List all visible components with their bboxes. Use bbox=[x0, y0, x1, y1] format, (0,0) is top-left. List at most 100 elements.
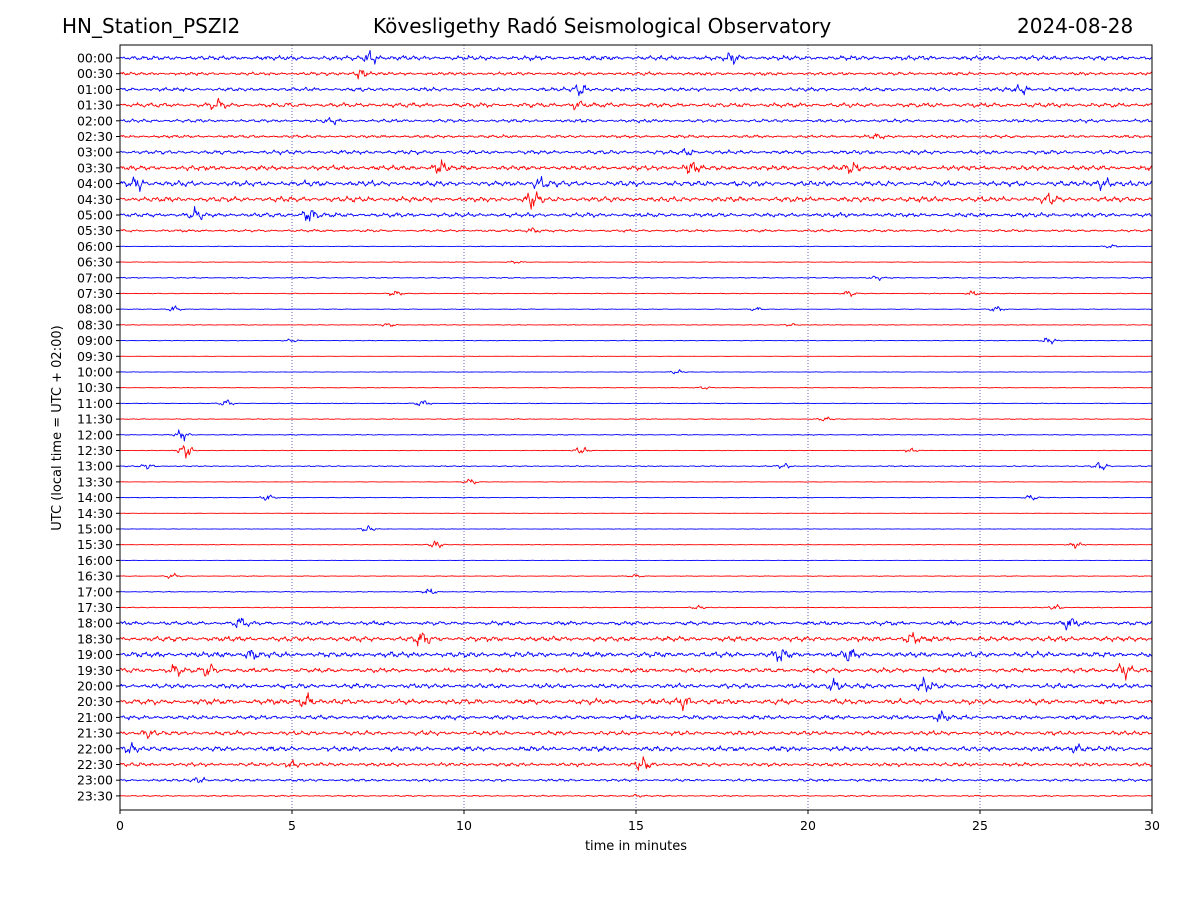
y-tick-label: 21:30 bbox=[77, 726, 113, 741]
trace-1630 bbox=[119, 572, 1153, 579]
y-tick-label: 07:30 bbox=[77, 286, 113, 301]
trace-2130 bbox=[119, 729, 1153, 740]
y-tick-label: 11:30 bbox=[77, 412, 113, 427]
trace-0600 bbox=[119, 244, 1153, 249]
y-tick-label: 08:30 bbox=[77, 317, 113, 332]
trace-1230 bbox=[119, 445, 1153, 459]
plot-frame bbox=[119, 44, 1153, 811]
y-tick-label: 04:30 bbox=[77, 192, 113, 207]
trace-2330 bbox=[119, 793, 1153, 798]
trace-2300 bbox=[119, 776, 1153, 783]
trace-0700 bbox=[119, 275, 1153, 281]
trace-1200 bbox=[119, 429, 1153, 442]
y-tick-label: 00:30 bbox=[77, 66, 113, 81]
trace-1400 bbox=[119, 494, 1153, 501]
trace-2000 bbox=[119, 676, 1153, 693]
trace-0000 bbox=[119, 49, 1153, 65]
y-tick-label: 18:00 bbox=[77, 616, 113, 631]
y-tick-label: 20:00 bbox=[77, 679, 113, 694]
x-tick-label: 15 bbox=[628, 818, 644, 833]
y-tick-label: 01:00 bbox=[77, 82, 113, 97]
y-tick-label: 19:00 bbox=[77, 647, 113, 662]
x-axis-label: time in minutes bbox=[585, 839, 687, 854]
trace-1000 bbox=[119, 369, 1153, 375]
y-tick-label: 14:30 bbox=[77, 506, 113, 521]
y-tick-label: 05:00 bbox=[77, 208, 113, 223]
trace-0130 bbox=[119, 97, 1153, 111]
y-tick-label: 10:00 bbox=[77, 365, 113, 380]
y-tick-label: 23:00 bbox=[77, 773, 113, 788]
y-tick-label: 06:30 bbox=[77, 255, 113, 270]
seismic-traces bbox=[119, 49, 1153, 798]
x-tick-label: 5 bbox=[288, 818, 296, 833]
y-tick-label: 12:00 bbox=[77, 427, 113, 442]
y-tick-label: 10:30 bbox=[77, 380, 113, 395]
trace-0230 bbox=[119, 133, 1153, 140]
y-tick-label: 17:00 bbox=[77, 584, 113, 599]
trace-1900 bbox=[119, 648, 1153, 662]
x-tick-label: 10 bbox=[456, 818, 472, 833]
trace-2100 bbox=[119, 710, 1153, 723]
plot-background bbox=[120, 45, 1152, 810]
y-tick-label: 03:00 bbox=[77, 145, 113, 160]
trace-0830 bbox=[119, 323, 1153, 327]
x-tick-label: 20 bbox=[800, 818, 816, 833]
trace-0900 bbox=[119, 337, 1153, 345]
y-tick-label: 03:30 bbox=[77, 160, 113, 175]
y-tick-label: 20:30 bbox=[77, 694, 113, 709]
trace-1300 bbox=[119, 462, 1153, 471]
trace-1730 bbox=[119, 604, 1153, 610]
y-tick-label: 09:30 bbox=[77, 349, 113, 364]
trace-1830 bbox=[119, 631, 1153, 647]
trace-0730 bbox=[119, 290, 1153, 297]
y-tick-label: 02:30 bbox=[77, 129, 113, 144]
trace-0800 bbox=[119, 305, 1153, 312]
y-tick-label: 06:00 bbox=[77, 239, 113, 254]
y-tick-label: 22:00 bbox=[77, 741, 113, 756]
chart-date: 2024-08-28 bbox=[1017, 14, 1134, 38]
x-axis-ticks: 0 5 10 15 20 25 30 bbox=[116, 810, 1160, 833]
trace-0500 bbox=[119, 206, 1153, 222]
trace-0630 bbox=[119, 260, 1153, 264]
trace-2200 bbox=[119, 741, 1153, 754]
y-axis-ticks: 00:0000:3001:0001:3002:0002:3003:0003:30… bbox=[77, 51, 120, 803]
trace-1130 bbox=[119, 416, 1153, 422]
trace-0430 bbox=[119, 191, 1153, 210]
y-tick-label: 16:00 bbox=[77, 553, 113, 568]
y-tick-label: 00:00 bbox=[77, 51, 113, 66]
station-name: HN_Station_PSZI2 bbox=[62, 14, 241, 38]
y-tick-label: 21:00 bbox=[77, 710, 113, 725]
trace-0300 bbox=[119, 147, 1153, 156]
trace-1500 bbox=[119, 525, 1153, 532]
x-tick-label: 25 bbox=[972, 818, 988, 833]
y-tick-label: 09:00 bbox=[77, 333, 113, 348]
y-axis-label: UTC (local time = UTC + 02:00) bbox=[50, 325, 65, 530]
y-tick-label: 23:30 bbox=[77, 788, 113, 803]
y-tick-label: 18:30 bbox=[77, 631, 113, 646]
y-tick-label: 04:00 bbox=[77, 176, 113, 191]
trace-0200 bbox=[119, 117, 1153, 126]
trace-1700 bbox=[119, 588, 1153, 594]
x-tick-label: 0 bbox=[116, 818, 124, 833]
y-tick-label: 11:00 bbox=[77, 396, 113, 411]
trace-2030 bbox=[119, 692, 1153, 712]
trace-1100 bbox=[119, 399, 1153, 407]
y-tick-label: 07:00 bbox=[77, 270, 113, 285]
trace-1800 bbox=[119, 617, 1153, 631]
y-tick-label: 01:30 bbox=[77, 98, 113, 113]
y-tick-label: 14:00 bbox=[77, 490, 113, 505]
chart-title: Kövesligethy Radó Seismological Observat… bbox=[373, 14, 832, 38]
x-tick-label: 30 bbox=[1144, 818, 1160, 833]
y-tick-label: 12:30 bbox=[77, 443, 113, 458]
trace-1530 bbox=[119, 540, 1153, 549]
trace-1330 bbox=[119, 478, 1153, 485]
trace-0400 bbox=[119, 175, 1153, 193]
y-tick-label: 22:30 bbox=[77, 757, 113, 772]
y-tick-label: 16:30 bbox=[77, 569, 113, 584]
y-tick-label: 02:00 bbox=[77, 113, 113, 128]
trace-0330 bbox=[119, 159, 1153, 175]
trace-0100 bbox=[119, 84, 1153, 97]
y-tick-label: 13:30 bbox=[77, 474, 113, 489]
y-tick-label: 17:30 bbox=[77, 600, 113, 615]
